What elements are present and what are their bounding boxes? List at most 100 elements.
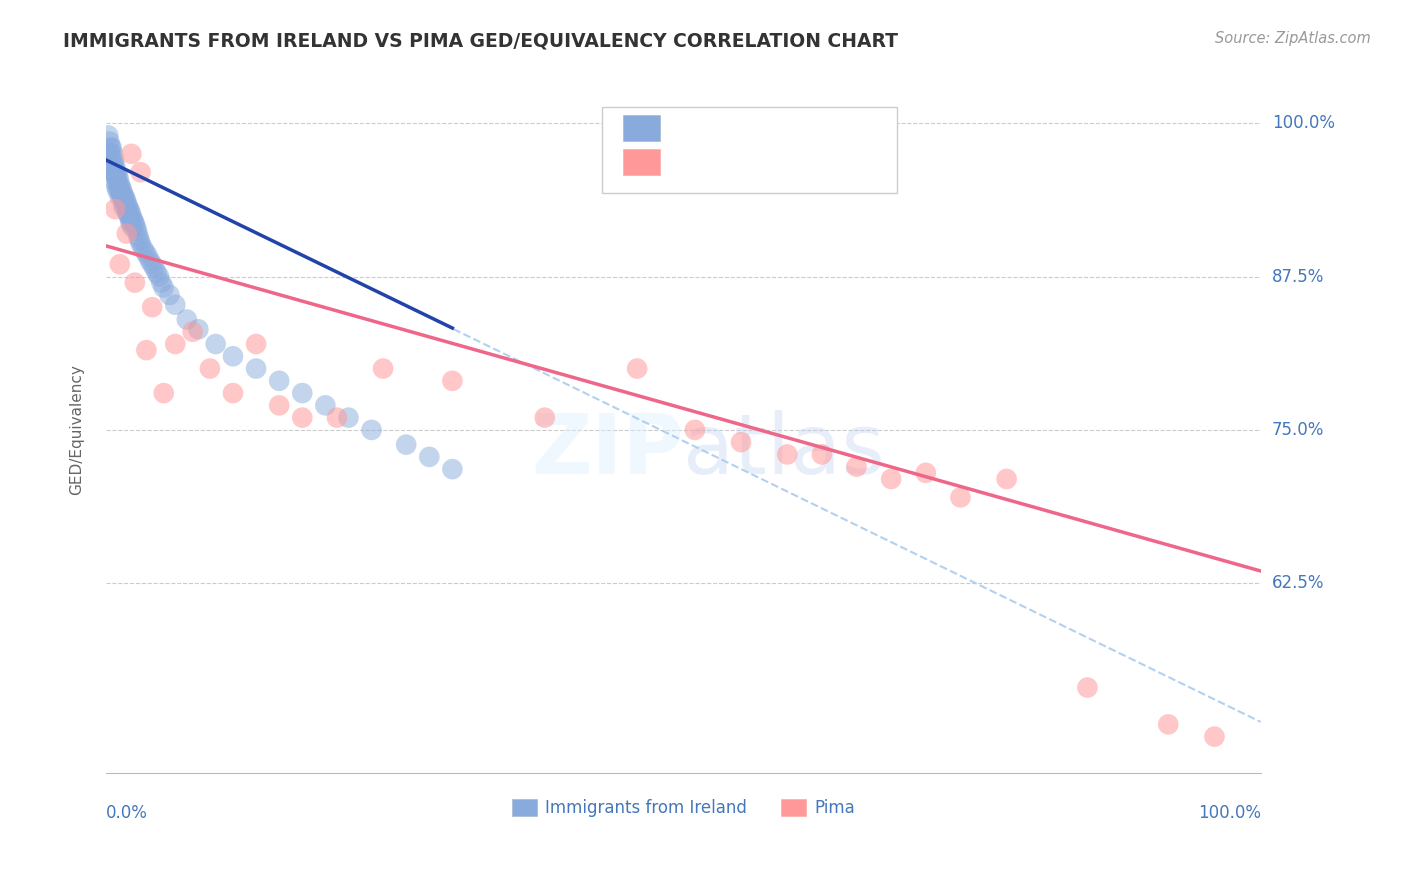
- Text: atlas: atlas: [683, 410, 884, 491]
- Point: [101, 146, 124, 161]
- Point: [114, 200, 136, 214]
- FancyBboxPatch shape: [623, 115, 661, 141]
- Point: [108, 178, 131, 192]
- Point: [269, 374, 291, 388]
- Point: [811, 447, 834, 461]
- Point: [100, 141, 122, 155]
- Point: [127, 229, 149, 244]
- Point: [107, 184, 129, 198]
- Point: [118, 202, 141, 216]
- Point: [441, 462, 464, 476]
- Point: [112, 200, 135, 214]
- Point: [159, 288, 181, 302]
- Point: [104, 168, 127, 182]
- Point: [114, 190, 136, 204]
- Point: [222, 386, 245, 401]
- Point: [683, 423, 706, 437]
- Point: [129, 165, 152, 179]
- Text: IMMIGRANTS FROM IRELAND VS PIMA GED/EQUIVALENCY CORRELATION CHART: IMMIGRANTS FROM IRELAND VS PIMA GED/EQUI…: [63, 31, 898, 50]
- Point: [148, 269, 170, 284]
- Point: [533, 410, 555, 425]
- Point: [152, 386, 174, 401]
- Point: [360, 423, 382, 437]
- Point: [914, 466, 936, 480]
- Point: [104, 175, 127, 189]
- Point: [143, 260, 166, 275]
- Point: [326, 410, 349, 425]
- Point: [117, 200, 139, 214]
- Point: [1076, 681, 1098, 695]
- Point: [103, 159, 125, 173]
- Text: 87.5%: 87.5%: [1272, 268, 1324, 285]
- Point: [337, 410, 360, 425]
- Point: [150, 276, 173, 290]
- Text: 100.0%: 100.0%: [1198, 804, 1261, 822]
- Point: [110, 187, 132, 202]
- Point: [120, 146, 142, 161]
- Point: [111, 184, 134, 198]
- Point: [222, 349, 245, 363]
- Point: [995, 472, 1018, 486]
- Point: [97, 128, 120, 143]
- Text: GED/Equivalency: GED/Equivalency: [70, 365, 84, 495]
- Point: [105, 180, 128, 194]
- Point: [100, 146, 122, 161]
- Text: ZIP: ZIP: [531, 410, 683, 491]
- Text: 62.5%: 62.5%: [1272, 574, 1324, 592]
- Point: [107, 180, 129, 194]
- Point: [187, 322, 209, 336]
- Point: [108, 190, 131, 204]
- Point: [245, 361, 267, 376]
- Point: [314, 398, 336, 412]
- Point: [1157, 717, 1180, 731]
- Point: [124, 217, 146, 231]
- FancyBboxPatch shape: [623, 149, 661, 175]
- Point: [135, 343, 157, 358]
- Point: [245, 337, 267, 351]
- Point: [730, 435, 752, 450]
- Point: [141, 300, 163, 314]
- Point: [110, 180, 132, 194]
- Point: [120, 217, 142, 231]
- Point: [121, 211, 143, 226]
- Point: [165, 337, 187, 351]
- Point: [165, 298, 187, 312]
- Point: [269, 398, 291, 412]
- Legend: Immigrants from Ireland, Pima: Immigrants from Ireland, Pima: [505, 792, 862, 823]
- Point: [132, 241, 155, 255]
- Point: [118, 210, 141, 224]
- Point: [104, 202, 127, 216]
- Point: [128, 233, 150, 247]
- Point: [136, 249, 159, 263]
- Point: [115, 195, 138, 210]
- Point: [101, 159, 124, 173]
- Point: [146, 266, 169, 280]
- Point: [124, 276, 146, 290]
- Point: [103, 153, 125, 167]
- Point: [776, 447, 799, 461]
- Point: [120, 208, 142, 222]
- Point: [125, 220, 148, 235]
- Point: [395, 437, 418, 451]
- Text: 0.0%: 0.0%: [105, 804, 148, 822]
- Point: [1204, 730, 1226, 744]
- Point: [115, 204, 138, 219]
- Point: [108, 184, 131, 198]
- Point: [112, 187, 135, 202]
- Point: [100, 153, 122, 167]
- Point: [127, 224, 149, 238]
- Point: [112, 192, 135, 206]
- Point: [101, 165, 124, 179]
- Point: [418, 450, 440, 464]
- Point: [141, 257, 163, 271]
- Point: [845, 459, 868, 474]
- Point: [204, 337, 226, 351]
- Point: [129, 236, 152, 251]
- Point: [114, 197, 136, 211]
- Point: [122, 214, 145, 228]
- Point: [880, 472, 903, 486]
- Point: [121, 220, 143, 235]
- Text: R = -0.255   N = 81: R = -0.255 N = 81: [672, 122, 835, 140]
- Point: [291, 410, 314, 425]
- Point: [198, 361, 221, 376]
